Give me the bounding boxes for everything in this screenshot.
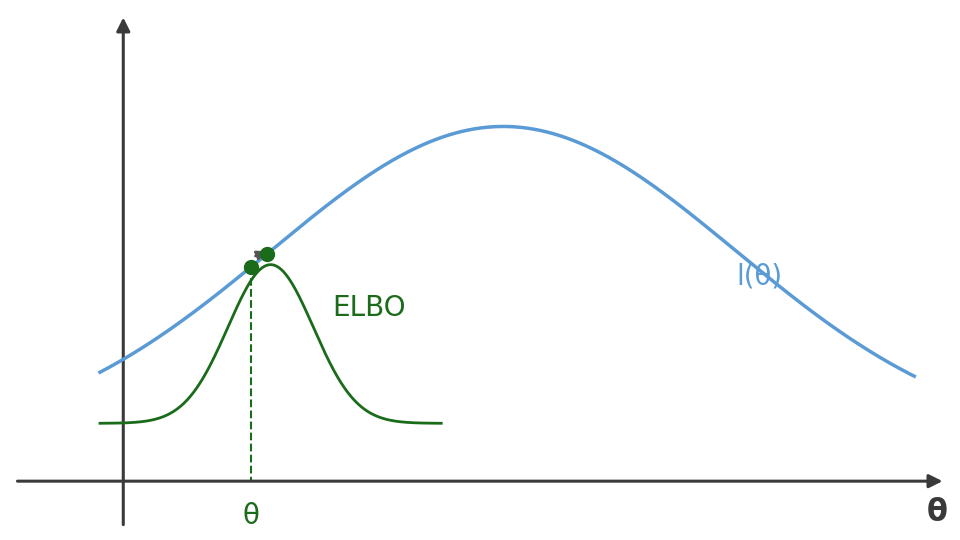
Text: ELBO: ELBO [333,294,406,322]
Text: θ: θ [243,502,259,530]
Text: l(θ): l(θ) [736,263,782,291]
Text: θ: θ [927,497,948,526]
